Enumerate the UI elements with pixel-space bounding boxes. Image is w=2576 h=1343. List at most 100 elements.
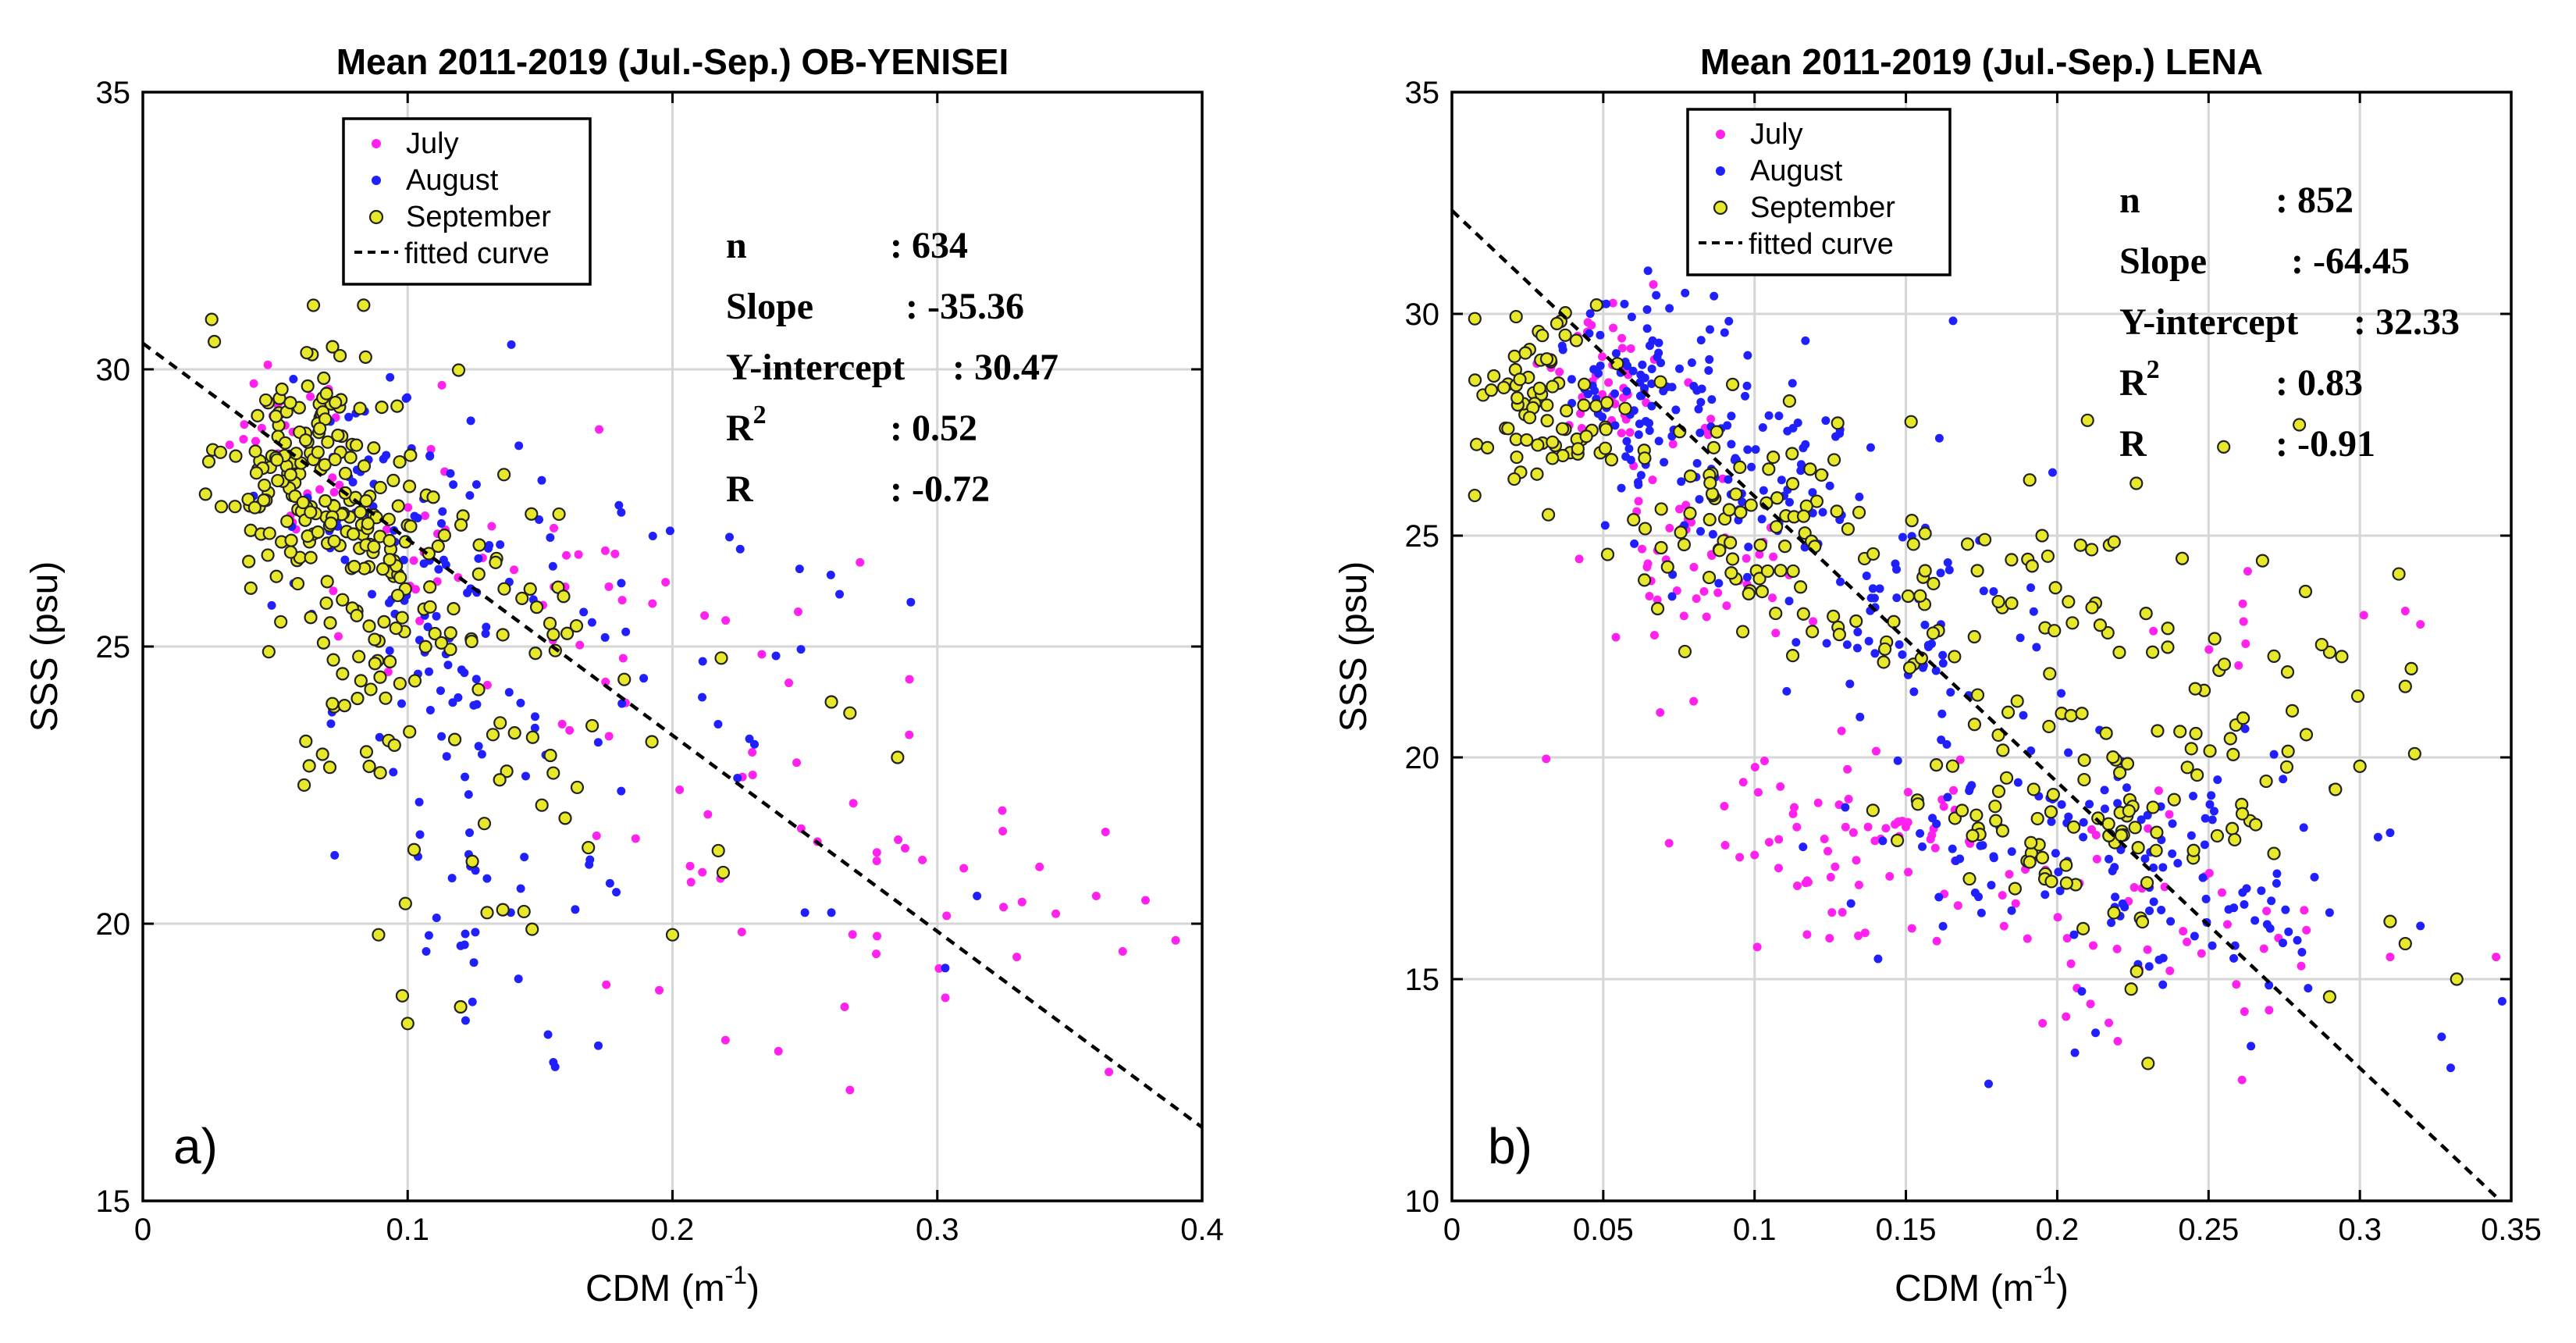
point-september xyxy=(402,479,417,493)
chart-title: Mean 2011-2019 (Jul.-Sep.) OB-YENISEI xyxy=(336,41,1009,82)
point-july xyxy=(257,423,266,433)
point-august xyxy=(594,1041,603,1050)
x-tick-label: 0.3 xyxy=(916,1213,959,1247)
point-september xyxy=(1967,629,1981,644)
point-september xyxy=(2173,725,2187,739)
point-september xyxy=(1729,487,1743,501)
point-september xyxy=(2203,744,2217,758)
point-august xyxy=(1836,577,1845,586)
point-september xyxy=(290,576,305,591)
point-september xyxy=(2066,820,2081,834)
point-august xyxy=(2201,894,2211,903)
scatter-points xyxy=(1468,266,2507,1088)
point-july xyxy=(849,799,858,808)
point-july xyxy=(785,679,794,688)
point-july xyxy=(482,680,492,689)
fitted-curve xyxy=(143,341,1202,1129)
point-september xyxy=(1911,797,1925,811)
point-september xyxy=(1618,401,1632,415)
y-tick-label: 35 xyxy=(1405,76,1440,110)
point-september xyxy=(1785,447,1799,461)
point-august xyxy=(1624,444,1634,454)
point-august xyxy=(2269,750,2279,759)
point-august xyxy=(448,698,457,707)
point-july xyxy=(1930,843,1940,853)
point-august xyxy=(2140,854,2150,864)
point-september xyxy=(1769,606,1783,621)
point-july xyxy=(602,980,611,989)
point-september xyxy=(1803,462,1817,476)
point-august xyxy=(2007,906,2016,915)
point-august xyxy=(2250,916,2260,925)
point-august xyxy=(1628,366,1638,376)
point-july xyxy=(1854,931,1863,940)
point-july xyxy=(2238,599,2247,608)
point-september xyxy=(214,500,229,514)
point-august xyxy=(796,645,806,654)
point-august xyxy=(2242,884,2251,893)
point-august xyxy=(386,372,395,382)
point-august xyxy=(463,588,472,597)
point-september xyxy=(1654,502,1668,516)
point-august xyxy=(2137,815,2146,825)
point-september xyxy=(2005,553,2019,567)
point-july xyxy=(1904,867,1913,877)
point-august xyxy=(1818,508,1827,517)
point-august xyxy=(2229,953,2239,963)
point-august xyxy=(1622,436,1631,446)
point-august xyxy=(520,853,529,862)
point-july xyxy=(1542,754,1551,764)
point-september xyxy=(329,395,343,410)
point-july xyxy=(315,485,325,494)
point-july xyxy=(774,1046,783,1056)
point-september xyxy=(493,773,507,787)
point-september xyxy=(1541,508,1556,522)
point-september xyxy=(1970,564,1984,578)
point-august xyxy=(1738,497,1747,507)
point-august xyxy=(2166,917,2176,926)
point-august xyxy=(2091,1028,2101,1038)
point-july xyxy=(1645,592,1654,601)
point-september xyxy=(1877,655,1891,669)
point-august xyxy=(1898,650,1907,659)
point-august xyxy=(1892,593,1902,603)
point-september xyxy=(1653,375,1667,389)
point-september xyxy=(1991,728,2005,743)
point-september xyxy=(2023,473,2037,487)
point-august xyxy=(2310,872,2319,882)
point-july xyxy=(1617,333,1627,343)
point-august xyxy=(1610,421,1620,430)
point-august xyxy=(2293,935,2302,945)
point-september xyxy=(1806,625,1820,639)
point-july xyxy=(510,565,519,575)
point-july xyxy=(2237,1075,2247,1085)
point-september xyxy=(2255,554,2269,568)
point-july xyxy=(1759,757,1769,766)
point-july xyxy=(2143,945,2152,954)
point-september xyxy=(1531,438,1545,452)
point-august xyxy=(477,750,486,759)
point-september xyxy=(318,458,332,472)
point-september xyxy=(382,533,397,547)
point-august xyxy=(1727,411,1736,421)
point-july xyxy=(1802,930,1812,939)
point-september xyxy=(1887,615,1901,629)
point-september xyxy=(1638,573,1652,587)
point-july xyxy=(263,360,272,369)
point-july xyxy=(1750,762,1759,771)
point-september xyxy=(343,451,358,465)
point-august xyxy=(1909,687,1919,696)
point-july xyxy=(2005,870,2014,879)
point-september xyxy=(304,550,318,565)
point-september xyxy=(486,728,500,742)
point-august xyxy=(1866,443,1875,452)
y-tick-label: 20 xyxy=(96,907,131,942)
point-september xyxy=(2151,724,2165,738)
point-september xyxy=(1735,625,1750,639)
point-august xyxy=(795,565,804,574)
point-august xyxy=(2057,689,2066,698)
point-september xyxy=(1469,437,1484,451)
point-september xyxy=(471,567,486,581)
point-july xyxy=(1608,298,1617,308)
point-august xyxy=(2437,1032,2446,1042)
